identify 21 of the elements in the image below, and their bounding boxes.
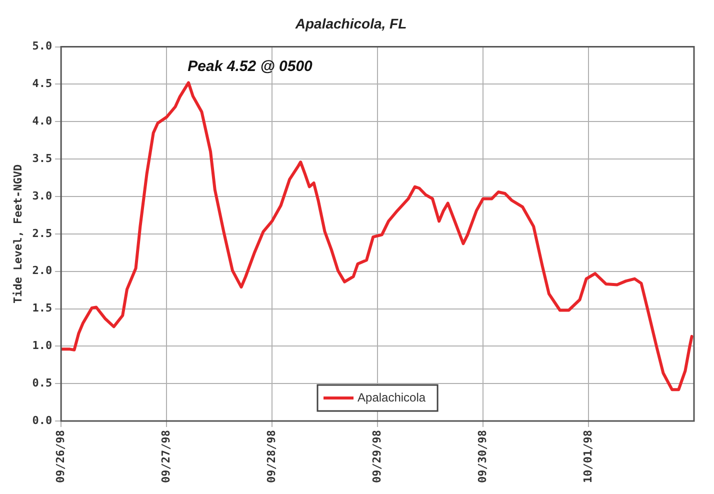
- y-tick-label: 5.0: [32, 40, 52, 53]
- y-tick-label: 0.5: [32, 376, 52, 390]
- x-tick-label: 09/26/98: [54, 430, 67, 484]
- x-tick-label: 10/01/98: [581, 430, 594, 484]
- x-tick-label: 09/28/98: [264, 430, 278, 484]
- x-tick-label: 09/27/98: [159, 430, 172, 484]
- y-tick-label: 3.0: [32, 189, 52, 202]
- y-tick-label: 2.0: [32, 264, 52, 278]
- y-tick-label: 2.5: [32, 226, 52, 240]
- y-tick-label: 3.5: [32, 152, 52, 165]
- y-axis-title: Tide Level, Feet-NGVD: [11, 164, 24, 304]
- x-tick-label: 09/29/98: [370, 430, 384, 484]
- x-tick-label: 09/30/98: [476, 430, 489, 484]
- y-tick-label: 1.0: [32, 339, 52, 352]
- annotation: Peak 4.52 @ 0500: [188, 58, 314, 75]
- y-tick-label: 1.5: [32, 302, 52, 315]
- y-tick-label: 0.0: [32, 414, 52, 427]
- chart-title: Apalachicola, FL: [294, 15, 407, 32]
- y-tick-label: 4.0: [32, 114, 52, 128]
- y-tick-label: 4.5: [32, 77, 52, 90]
- legend-label: Apalachicola: [358, 390, 426, 404]
